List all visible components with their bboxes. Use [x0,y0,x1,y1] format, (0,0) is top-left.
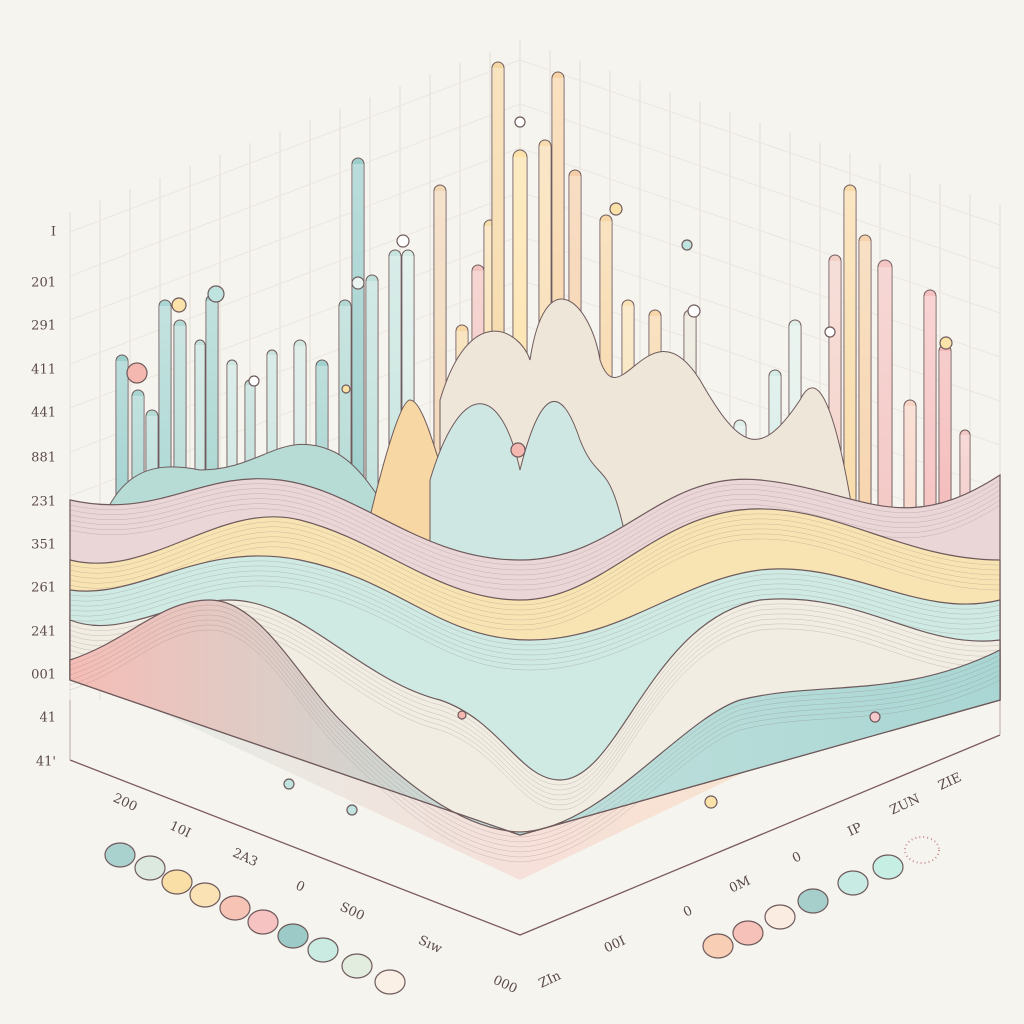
wave-hatch [69,570,1001,656]
swatch [247,909,279,935]
spike-sheen [227,365,237,565]
dot [283,778,295,790]
wave-hatch [69,538,1001,631]
wave-hatch [69,489,1001,576]
swatch [904,836,940,864]
wave-hatch [69,575,1001,661]
wave-hatch [69,604,1001,838]
wave-hatch [69,523,1001,616]
dot [609,202,623,216]
wave-hatch [69,629,1001,863]
waves [69,298,1001,863]
dot [939,336,953,350]
swatch [189,882,221,908]
dot [687,304,701,318]
spike-sheen [859,241,871,566]
swatch [872,854,904,880]
left-axis-label: 41' [36,755,56,770]
wave-hatch [69,494,1001,581]
swatch [104,842,136,868]
dot [704,795,718,809]
dot [248,375,260,387]
left-axis-label: 351 [31,538,56,553]
left-axis-label: 201 [31,276,56,291]
wave-hatch [69,560,1001,646]
dot [396,234,410,248]
dot [207,285,225,303]
wave-band [69,599,1001,836]
wave-hatch [69,484,1001,571]
wave-hatch [69,528,1001,621]
grid-line [519,103,1001,270]
swatch [797,888,829,914]
swatch [134,855,166,881]
grid-line [519,147,1001,314]
wave-hatch [69,624,1001,858]
dots [126,116,953,816]
swatch [161,869,193,895]
swatch [702,933,734,959]
dot [869,711,881,723]
wave-hatch [69,533,1001,626]
wave-hatch [69,619,1001,853]
wave-hatch [69,513,1001,606]
wave-hatch [69,499,1001,586]
swatch [732,920,764,946]
grid-line [69,147,521,321]
dot [510,442,526,458]
swatch [341,953,373,979]
swatch [307,937,339,963]
floor-label: IP [846,820,865,840]
left-axis-label: 291 [31,319,56,334]
dot [171,297,187,313]
left-axis-label: I [51,225,56,240]
spike-sheen [844,191,856,566]
left-axis-label: 241 [31,625,56,640]
dot [514,116,526,128]
swatches [104,836,940,995]
spike-sheen [352,164,364,566]
left-axis-label: 881 [31,451,56,466]
dot [824,326,836,338]
spike-sheen [195,345,205,565]
hump [429,401,631,561]
dot [126,362,148,384]
wave-hatch [69,518,1001,611]
dot [457,710,467,720]
floor-axis [69,734,1001,936]
dot [341,384,351,394]
wave-hatch [69,479,1001,566]
wave-hatch [69,565,1001,651]
spike-sheen [924,296,936,566]
swatch [277,923,309,949]
swatch [837,870,869,896]
dot [681,239,693,251]
wave-band [69,598,1001,836]
left-axis-label: 231 [31,495,56,510]
dot [351,276,365,290]
wave-hatch [69,580,1001,666]
grid-line [69,59,521,233]
wave-hatch [69,614,1001,848]
swatch [764,904,796,930]
left-axis-label: 001 [31,668,56,683]
swatch [374,969,406,995]
wave-hatch [69,609,1001,843]
spike-sheen [878,267,892,567]
grid-line [519,59,1001,226]
left-axis-label: 41 [39,711,56,726]
dot [346,804,358,816]
left-axis-label: 261 [31,581,56,596]
left-axis-label: 441 [31,406,56,421]
left-axis-label: 411 [31,363,56,378]
grid-line [69,103,521,277]
swatch [219,895,251,921]
